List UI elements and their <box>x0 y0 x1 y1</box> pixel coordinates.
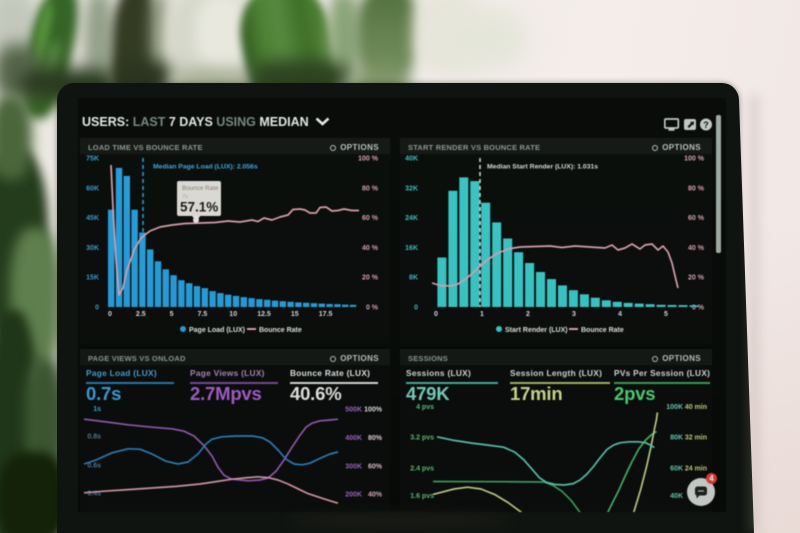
svg-text:?: ? <box>703 120 709 130</box>
svg-text:32K: 32K <box>405 185 418 192</box>
svg-text:60K: 60K <box>670 465 683 472</box>
svg-text:Bounce Rate: Bounce Rate <box>182 185 219 192</box>
svg-text:0: 0 <box>108 311 112 318</box>
svg-text:0.6s: 0.6s <box>87 463 101 470</box>
svg-text:12.5: 12.5 <box>257 311 271 318</box>
svg-text:Bounce Rate: Bounce Rate <box>259 327 302 334</box>
svg-text:100K: 100K <box>666 404 683 411</box>
svg-text:80%: 80% <box>368 435 383 442</box>
svg-text:1.6 pvs: 1.6 pvs <box>410 493 434 500</box>
svg-text:40 %: 40 % <box>688 245 705 252</box>
svg-text:0: 0 <box>414 305 418 312</box>
svg-text:300K: 300K <box>345 463 362 470</box>
svg-text:7s: 7s <box>182 194 188 200</box>
svg-text:24 min: 24 min <box>685 465 707 472</box>
svg-text:40%: 40% <box>368 492 383 499</box>
svg-text:Bounce Rate: Bounce Rate <box>581 327 624 334</box>
svg-text:5: 5 <box>664 311 668 318</box>
svg-text:200K: 200K <box>345 492 362 499</box>
svg-text:3: 3 <box>572 311 576 318</box>
svg-text:24K: 24K <box>405 215 418 222</box>
svg-text:400K: 400K <box>345 435 362 442</box>
svg-text:40 %: 40 % <box>362 245 379 252</box>
svg-text:15: 15 <box>291 311 299 318</box>
svg-text:80 %: 80 % <box>688 185 705 192</box>
svg-text:20 %: 20 % <box>688 275 705 282</box>
svg-text:30K: 30K <box>86 245 99 252</box>
svg-text:75K: 75K <box>86 156 99 163</box>
svg-text:17.5: 17.5 <box>319 311 333 318</box>
svg-text:60K: 60K <box>86 185 99 192</box>
svg-text:Page Load (LUX): Page Load (LUX) <box>189 327 245 334</box>
svg-text:2.4 pvs: 2.4 pvs <box>410 465 434 472</box>
svg-text:1s: 1s <box>93 406 101 413</box>
svg-text:15K: 15K <box>86 275 99 282</box>
svg-text:7.5: 7.5 <box>198 311 208 318</box>
svg-text:45K: 45K <box>86 215 99 222</box>
svg-text:32 min: 32 min <box>685 435 707 442</box>
svg-text:16K: 16K <box>405 245 418 252</box>
svg-text:2.5: 2.5 <box>136 311 146 318</box>
svg-text:Start Render (LUX): Start Render (LUX) <box>505 327 568 334</box>
svg-text:0: 0 <box>434 311 438 318</box>
svg-text:5: 5 <box>170 311 174 318</box>
svg-text:80K: 80K <box>670 435 683 442</box>
svg-text:100%: 100% <box>364 406 383 413</box>
svg-text:60 %: 60 % <box>688 215 705 222</box>
svg-text:0.8s: 0.8s <box>87 434 101 441</box>
svg-text:0.4s: 0.4s <box>87 491 101 498</box>
svg-text:80 %: 80 % <box>362 185 379 192</box>
svg-text:57.1%: 57.1% <box>180 200 218 215</box>
svg-text:0 %: 0 % <box>692 305 705 312</box>
svg-text:0 %: 0 % <box>366 305 379 312</box>
svg-text:40K: 40K <box>670 493 683 500</box>
svg-text:40K: 40K <box>405 156 418 163</box>
svg-text:2: 2 <box>526 311 530 318</box>
svg-text:3.2 pvs: 3.2 pvs <box>410 435 434 442</box>
svg-text:Median Start Render (LUX): 1.0: Median Start Render (LUX): 1.031s <box>487 164 598 171</box>
svg-text:0: 0 <box>95 305 99 312</box>
svg-text:100 %: 100 % <box>358 156 379 163</box>
svg-text:60%: 60% <box>368 463 383 470</box>
svg-text:20 %: 20 % <box>362 275 379 282</box>
svg-text:500K: 500K <box>345 406 362 413</box>
svg-text:4: 4 <box>618 311 622 318</box>
svg-text:60 %: 60 % <box>362 215 379 222</box>
svg-text:8K: 8K <box>409 275 418 282</box>
svg-text:Median Page Load (LUX): 2.056s: Median Page Load (LUX): 2.056s <box>153 164 258 171</box>
svg-text:10: 10 <box>229 311 237 318</box>
svg-text:40 min: 40 min <box>685 404 707 411</box>
svg-text:1: 1 <box>480 311 484 318</box>
svg-text:100 %: 100 % <box>684 156 705 163</box>
svg-text:4 pvs: 4 pvs <box>416 404 434 411</box>
